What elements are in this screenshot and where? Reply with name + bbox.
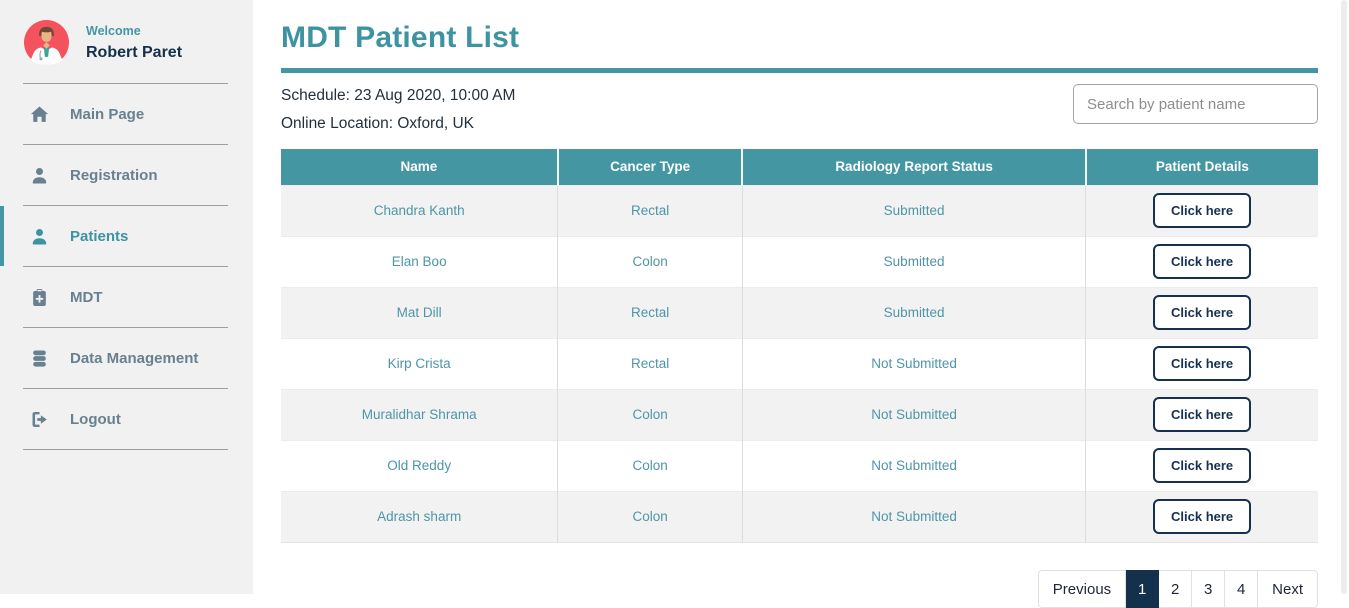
page-title: MDT Patient List	[281, 21, 520, 54]
patient-details-button[interactable]: Click here	[1153, 397, 1252, 432]
table-row: Kirp Crista Rectal Not Submitted Click here	[281, 337, 1318, 389]
home-icon	[30, 105, 49, 124]
patient-table: Name Cancer Type Radiology Report Status Pa…	[281, 149, 1318, 543]
sidebar-item-data-management[interactable]: Data Management	[0, 328, 253, 388]
report-status-cell: Submitted	[741, 184, 1086, 236]
column-header-radiology-report-status: Radiology Report Status	[741, 149, 1086, 185]
cancer-type-cell: Rectal	[557, 337, 743, 389]
patient-name-cell: Kirp Crista	[281, 337, 558, 389]
patient-name-cell: Chandra Kanth	[281, 184, 558, 236]
patient-details-cell: Click here	[1085, 439, 1318, 491]
schedule-text: Schedule: 23 Aug 2020, 10:00 AM	[281, 87, 516, 104]
patient-details-cell: Click here	[1085, 286, 1318, 338]
patient-name-cell: Muralidhar Shrama	[281, 388, 558, 440]
sidebar-item-registration[interactable]: Registration	[0, 145, 253, 205]
patient-details-button[interactable]: Click here	[1153, 499, 1252, 534]
user-icon	[30, 227, 49, 246]
doctor-avatar	[24, 20, 69, 65]
patient-details-cell: Click here	[1085, 184, 1318, 236]
sidebar-item-label: Data Management	[70, 349, 199, 367]
pagination-page-2[interactable]: 2	[1159, 570, 1193, 608]
table-row: Old Reddy Colon Not Submitted Click here	[281, 439, 1318, 491]
location-text: Online Location: Oxford, UK	[281, 115, 474, 132]
patient-details-cell: Click here	[1085, 490, 1318, 543]
user-name: Robert Paret	[86, 43, 183, 61]
column-header-name: Name	[281, 149, 558, 185]
patient-details-cell: Click here	[1085, 337, 1318, 389]
sidebar-item-label: Registration	[70, 166, 158, 184]
column-header-cancer-type: Cancer Type	[556, 149, 743, 185]
patient-name-cell: Adrash sharm	[281, 490, 558, 543]
patient-details-cell: Click here	[1085, 235, 1318, 287]
profile-section: Welcome Robert Paret	[0, 0, 253, 83]
cancer-type-cell: Colon	[557, 235, 743, 287]
logout-icon	[30, 410, 49, 429]
welcome-label: Welcome	[86, 23, 141, 38]
patient-details-button[interactable]: Click here	[1153, 244, 1252, 279]
pagination-page-3[interactable]: 3	[1192, 570, 1226, 608]
sidebar-item-label: Main Page	[70, 105, 145, 123]
sidebar-item-mdt[interactable]: MDT	[0, 267, 253, 327]
patient-details-button[interactable]: Click here	[1153, 346, 1252, 381]
table-row: Elan Boo Colon Submitted Click here	[281, 235, 1318, 287]
patient-name-cell: Mat Dill	[281, 286, 558, 338]
sidebar-item-label: Logout	[70, 410, 121, 428]
table-row: Adrash sharm Colon Not Submitted Click here	[281, 490, 1318, 543]
sidebar-item-logout[interactable]: Logout	[0, 389, 253, 449]
title-underline	[281, 68, 1318, 73]
profile-text: Welcome Robert Paret	[86, 24, 182, 62]
sidebar-item-patients[interactable]: Patients	[0, 206, 253, 266]
cancer-type-cell: Colon	[557, 388, 743, 440]
pagination: Previous 1 2 3 4 Next	[1037, 570, 1318, 608]
table-row: Muralidhar Shrama Colon Not Submitted Click…	[281, 388, 1318, 440]
cancer-type-cell: Colon	[557, 490, 743, 543]
meeting-info-row: Schedule: 23 Aug 2020, 10:00 AM Online L…	[281, 82, 1318, 138]
report-status-cell: Submitted	[741, 235, 1086, 287]
report-status-cell: Not Submitted	[741, 439, 1086, 491]
nav-divider	[23, 266, 228, 267]
nav-divider	[23, 205, 228, 206]
column-header-patient-details: Patient Details	[1084, 149, 1318, 185]
vertical-scrollbar[interactable]	[1341, 0, 1347, 594]
table-row: Chandra Kanth Rectal Submitted Click here	[281, 184, 1318, 236]
table-row: Mat Dill Rectal Submitted Click here	[281, 286, 1318, 338]
pagination-page-1[interactable]: 1	[1126, 570, 1160, 608]
user-icon	[30, 166, 49, 185]
table-header-row: Name Cancer Type Radiology Report Status Pa…	[281, 149, 1318, 185]
sidebar-nav: Main Page Registration Patients MDT Data Man…	[0, 83, 253, 450]
search-input[interactable]	[1073, 84, 1318, 124]
nav-divider	[23, 327, 228, 328]
cancer-type-cell: Rectal	[557, 184, 743, 236]
nav-divider	[23, 449, 228, 450]
sidebar-item-label: MDT	[70, 288, 103, 306]
pagination-page-4[interactable]: 4	[1225, 570, 1259, 608]
patient-details-button[interactable]: Click here	[1153, 295, 1252, 330]
report-status-cell: Not Submitted	[741, 337, 1086, 389]
pagination-previous[interactable]: Previous	[1037, 570, 1127, 608]
patient-name-cell: Old Reddy	[281, 439, 558, 491]
clipboard-plus-icon	[30, 288, 49, 307]
pagination-next[interactable]: Next	[1258, 570, 1318, 608]
patient-details-button[interactable]: Click here	[1153, 448, 1252, 483]
cancer-type-cell: Colon	[557, 439, 743, 491]
database-icon	[30, 349, 49, 368]
patient-details-cell: Click here	[1085, 388, 1318, 440]
sidebar: Welcome Robert Paret Main Page Registrati…	[0, 0, 253, 594]
report-status-cell: Not Submitted	[741, 388, 1086, 440]
sidebar-item-label: Patients	[70, 227, 129, 245]
report-status-cell: Submitted	[741, 286, 1086, 338]
nav-divider	[23, 388, 228, 389]
nav-divider	[23, 83, 228, 84]
meeting-info: Schedule: 23 Aug 2020, 10:00 AM Online L…	[281, 82, 515, 138]
patient-name-cell: Elan Boo	[281, 235, 558, 287]
sidebar-item-main-page[interactable]: Main Page	[0, 84, 253, 144]
patient-details-button[interactable]: Click here	[1153, 193, 1252, 228]
report-status-cell: Not Submitted	[741, 490, 1086, 543]
cancer-type-cell: Rectal	[557, 286, 743, 338]
nav-divider	[23, 144, 228, 145]
main-content: MDT Patient List Schedule: 23 Aug 2020, …	[253, 0, 1349, 608]
